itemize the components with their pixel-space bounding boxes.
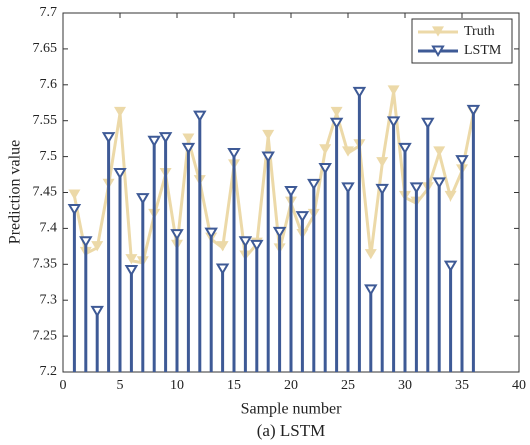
truth-marker <box>444 190 457 202</box>
y-tick-label: 7.3 <box>40 292 58 307</box>
truth-marker <box>330 106 343 118</box>
stem-marker <box>238 236 253 248</box>
stem-marker <box>284 186 298 198</box>
x-tick-label: 40 <box>512 378 526 393</box>
stem-marker <box>455 155 469 167</box>
stem-marker <box>329 117 344 130</box>
y-tick-label: 7.65 <box>33 41 58 56</box>
truth-marker <box>319 144 332 155</box>
x-tick-label: 0 <box>60 378 67 393</box>
truth-marker <box>376 157 389 168</box>
stem-marker <box>341 182 355 194</box>
y-tick-label: 7.6 <box>40 77 58 92</box>
y-tick-label: 7.25 <box>33 328 58 343</box>
stem-marker <box>181 142 196 155</box>
stem-marker <box>398 142 412 155</box>
truth-marker <box>262 129 275 141</box>
stem-marker <box>101 132 116 144</box>
stem-marker <box>352 86 367 99</box>
truth-marker <box>182 133 195 144</box>
stem-marker <box>443 260 458 273</box>
x-tick-label: 5 <box>117 378 124 393</box>
stem-marker <box>318 163 332 175</box>
truth-marker <box>342 146 354 157</box>
stem-marker <box>386 116 401 128</box>
truth-marker <box>433 146 446 157</box>
legend-label: Truth <box>464 24 495 39</box>
truth-marker <box>114 106 126 118</box>
stem-marker <box>295 211 310 223</box>
x-tick-label: 30 <box>398 378 412 393</box>
y-tick-label: 7.5 <box>40 149 58 164</box>
stem-marker <box>79 236 93 248</box>
x-axis-label: Sample number <box>241 401 343 418</box>
y-tick-label: 7.4 <box>40 221 58 236</box>
stem-marker <box>250 239 264 252</box>
x-tick-label: 35 <box>455 378 469 393</box>
stem-marker <box>124 264 139 277</box>
truth-marker <box>68 189 81 200</box>
x-tick-label: 25 <box>341 378 355 393</box>
stem-marker <box>147 135 161 148</box>
stem-marker <box>375 183 389 196</box>
y-tick-label: 7.45 <box>33 185 58 200</box>
stem-marker <box>261 151 275 164</box>
x-tick-label: 15 <box>227 378 241 393</box>
y-tick-label: 7.7 <box>40 5 58 20</box>
truth-line <box>72 91 475 265</box>
truth-marker <box>125 254 138 265</box>
y-tick-label: 7.55 <box>33 113 58 128</box>
stem-marker <box>193 110 207 123</box>
stem-marker <box>158 132 173 144</box>
truth-marker <box>216 241 229 252</box>
x-tick-label: 20 <box>284 378 298 393</box>
truth-marker <box>364 249 377 260</box>
stem-marker <box>170 229 184 241</box>
truth-marker <box>91 241 104 252</box>
y-tick-label: 7.2 <box>40 364 58 379</box>
stem-marker <box>227 147 241 160</box>
stem-marker <box>215 263 230 276</box>
legend-box <box>411 18 513 64</box>
stem-marker <box>136 193 150 205</box>
y-axis-label: Prediction value <box>7 140 24 244</box>
legend-marker <box>431 45 445 57</box>
truth-marker <box>387 85 400 96</box>
x-tick-label: 10 <box>170 378 184 393</box>
stem-marker <box>204 227 218 240</box>
stem-marker <box>67 203 82 216</box>
caption: (a) LSTM <box>257 421 325 440</box>
stem-marker <box>432 177 446 189</box>
stem-marker <box>307 178 321 191</box>
stem-marker <box>466 104 481 117</box>
y-tick-label: 7.35 <box>33 257 58 272</box>
stem-marker <box>90 305 104 318</box>
legend-label: LSTM <box>464 43 502 58</box>
stem-marker <box>409 182 424 194</box>
stem-marker <box>364 284 378 296</box>
stem-marker <box>272 226 287 239</box>
stem-marker <box>421 117 435 130</box>
stem-marker <box>113 168 127 180</box>
legend-marker <box>432 26 444 37</box>
